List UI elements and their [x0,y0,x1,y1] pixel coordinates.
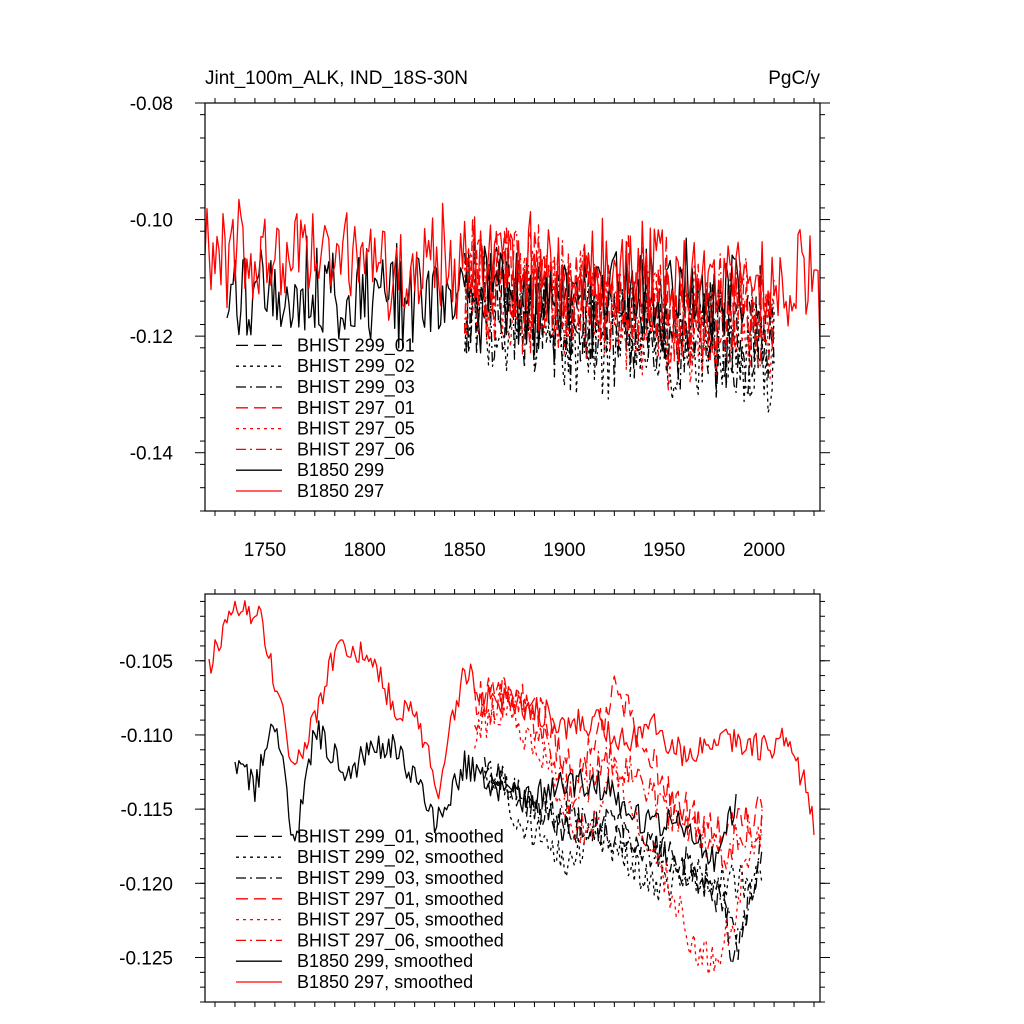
series-line-6 [473,682,763,870]
legend-label: BHIST 299_01 [297,335,415,356]
legend-label: BHIST 299_03, smoothed [297,868,504,889]
series-lines [205,198,820,414]
legend-label: B1850 299 [297,460,384,480]
series-line-4 [473,675,763,844]
x-tick-label: 1850 [443,540,485,561]
legend-label: BHIST 297_01, smoothed [297,889,504,910]
legend-label: BHIST 299_02, smoothed [297,847,504,868]
y-tick-label: -0.125 [119,948,173,969]
legend-label: BHIST 299_02 [297,356,415,377]
bottom-panel: -0.105 -0.110 -0.115 -0.120 -0.125 BHIST 299_… [119,589,830,1007]
series-line-2 [483,770,763,903]
legend-label: B1850 297 [297,481,384,501]
series-line-7 [226,235,745,359]
x-tick-label: 2000 [743,540,785,561]
chart-title: Jint_100m_ALK, IND_18S-30N [205,68,468,89]
x-tick-label: 1800 [344,540,386,561]
plot-frame [204,593,821,1003]
series-line-5 [473,690,763,976]
y-tick-label: -0.115 [121,800,173,821]
units-label: PgC/y [768,68,820,89]
x-tick-label: 1900 [543,540,585,561]
legend-label: BHIST 297_05 [297,419,415,440]
legend-label: BHIST 297_05, smoothed [297,910,504,931]
legend-label: BHIST 297_06, smoothed [297,930,504,951]
legend-label: BHIST 299_03 [297,377,415,398]
series-lines [208,600,815,976]
y-tick-label: -0.110 [121,726,173,747]
y-tick-label: -0.12 [130,327,173,348]
legend-label: B1850 299, smoothed [297,951,473,971]
x-tick-label: 1750 [244,540,286,561]
legend-label: B1850 297, smoothed [297,972,473,992]
legend-label: BHIST 297_06 [297,439,415,460]
y-tick-label: -0.105 [119,652,173,673]
series-line-8 [208,600,815,835]
series-line-8 [205,198,820,346]
legend-label: BHIST 299_01, smoothed [297,826,504,847]
series-line-3 [463,249,775,395]
y-tick-label: -0.120 [119,874,173,895]
series-line-3 [483,757,763,941]
y-tick-label: -0.10 [130,211,173,232]
y-tick-label: -0.14 [130,444,174,465]
legend-label: BHIST 297_01 [297,398,415,419]
y-tick-label: -0.08 [130,94,173,115]
series-line-6 [463,217,775,372]
x-tick-label: 1950 [643,540,685,561]
plot-frame [204,102,821,512]
series-line-7 [234,720,737,873]
top-panel: 1750 1800 1850 1900 1950 2000 -0.08 -0.10 -0.12 -… [130,94,830,561]
